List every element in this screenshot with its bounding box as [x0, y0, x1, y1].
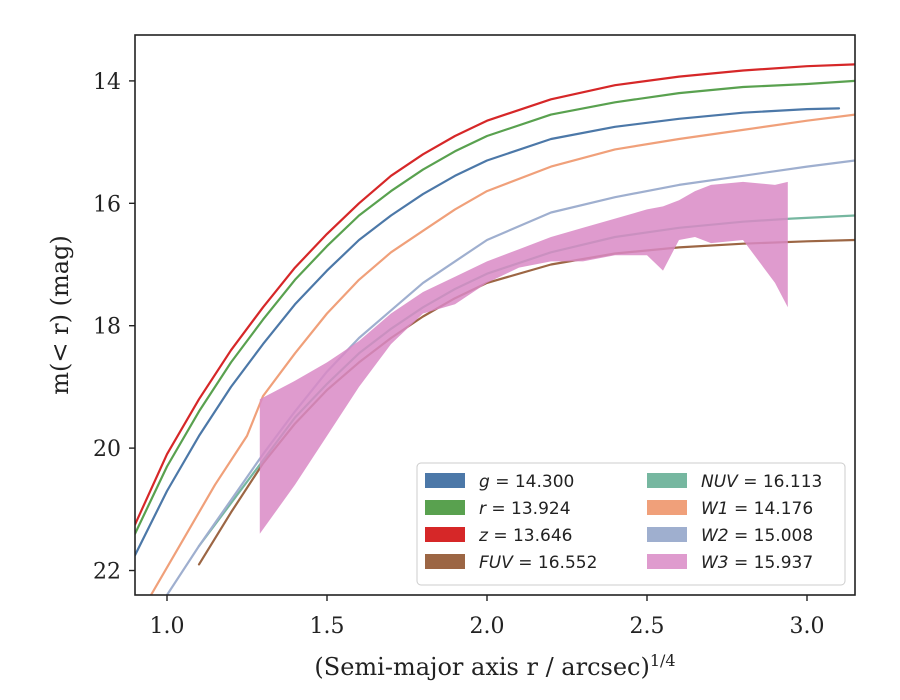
legend-swatch-w1 [647, 500, 687, 515]
legend-label-fuv: FUV = 16.552 [479, 553, 597, 573]
y-tick-label: 16 [93, 192, 121, 217]
y-tick-label: 14 [93, 70, 121, 95]
series-line-w2 [165, 159, 855, 595]
legend-swatch-z [425, 527, 465, 542]
plot-frame [134, 34, 856, 596]
legend-swatch-fuv [425, 554, 465, 569]
legend-swatch-w2 [647, 527, 687, 542]
y-tick-label: 18 [93, 315, 121, 340]
series-line-w1 [149, 113, 855, 595]
y-tick-label: 22 [93, 560, 121, 585]
x-axis-title: (Semi-major axis r / arcsec)1/4 [314, 651, 675, 682]
legend-box [416, 462, 846, 586]
legend-swatch-r [425, 500, 465, 515]
series-band-w3 [259, 181, 788, 534]
x-axis-title-exponent: 1/4 [650, 651, 676, 670]
legend-swatch-nuv [647, 473, 687, 488]
legend-label-z: z = 13.646 [478, 526, 572, 546]
x-tick-label: 1.5 [310, 614, 345, 639]
legend-label-r: r = 13.924 [479, 499, 571, 519]
series-line-r [135, 79, 855, 535]
legend-label-nuv: NUV = 16.113 [701, 472, 822, 492]
legend-label-w2: W2 = 15.008 [701, 526, 813, 546]
legend-label-w3: W3 = 15.937 [701, 553, 813, 573]
y-axis-title: m(< r) (mag) [46, 235, 74, 394]
y-tick-label: 20 [93, 437, 121, 462]
x-tick-label: 2.0 [470, 614, 505, 639]
series-line-g [135, 107, 841, 557]
legend-label-g: g = 14.300 [479, 472, 574, 492]
ticks-layer: 1.0 1.5 2.0 2.5 3.0 14 16 18 20 22 [93, 70, 825, 639]
x-tick-label: 3.0 [790, 614, 825, 639]
series-layer [135, 63, 855, 595]
legend-swatch-g [425, 473, 465, 488]
legend-swatch-w3 [647, 554, 687, 569]
series-line-z [135, 63, 855, 526]
x-tick-label: 1.0 [150, 614, 185, 639]
legend: g = 14.300 r = 13.924 z = 13.646 FUV = 16.5… [416, 462, 846, 586]
x-tick-label: 2.5 [630, 614, 665, 639]
legend-label-w1: W1 = 14.176 [701, 499, 813, 519]
